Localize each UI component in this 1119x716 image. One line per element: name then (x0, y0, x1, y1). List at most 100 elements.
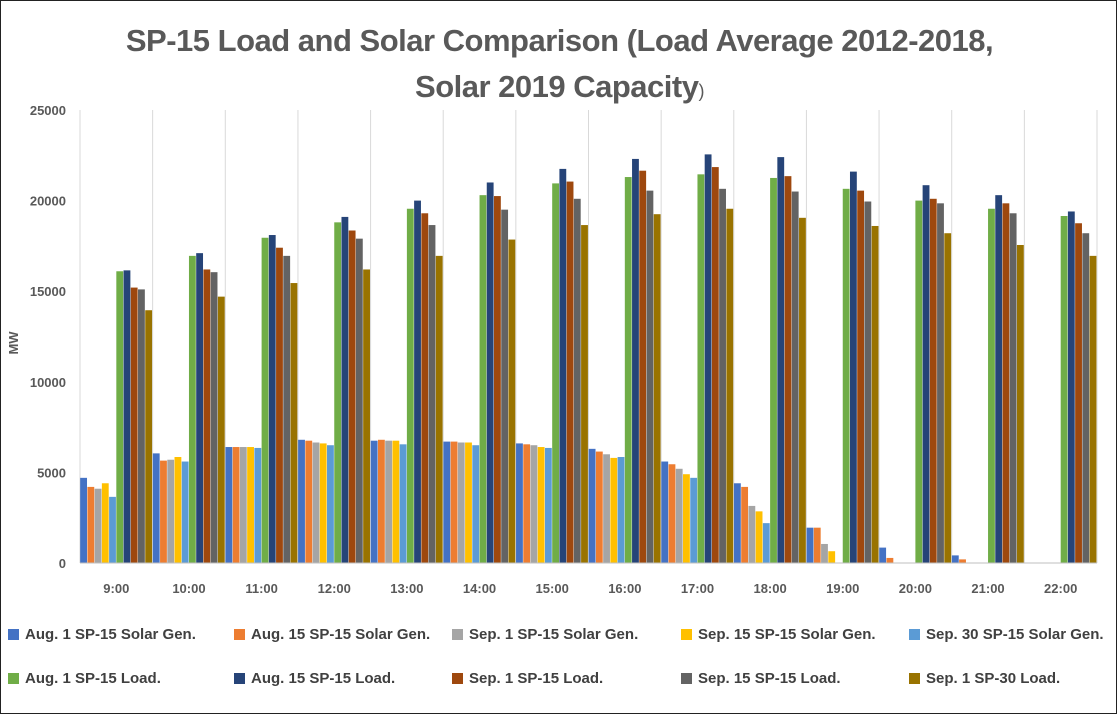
legend-item: Sep. 1 SP-15 Solar Gen. (452, 622, 638, 646)
bar (457, 442, 465, 563)
bar (210, 272, 218, 563)
bar (472, 445, 480, 563)
legend-label: Sep. 15 SP-15 Load. (698, 669, 841, 687)
chart-title-closing-paren: ) (698, 81, 704, 101)
bar (864, 201, 872, 563)
x-tick-label: 14:00 (463, 581, 496, 596)
bar (109, 496, 116, 563)
legend-item: Aug. 15 SP-15 Solar Gen. (234, 622, 430, 646)
bar (661, 461, 669, 563)
bar (879, 547, 887, 563)
bar (181, 461, 189, 563)
bar (428, 225, 436, 563)
bar (552, 183, 560, 563)
bar (1009, 213, 1017, 563)
bar (450, 441, 458, 563)
x-tick-label: 18:00 (753, 581, 786, 596)
bar (791, 191, 799, 564)
bar (675, 468, 683, 563)
bar (690, 477, 698, 563)
bar (138, 289, 145, 563)
grid-layer (79, 110, 1098, 563)
bar (544, 447, 552, 563)
bar (116, 271, 124, 563)
bar (348, 230, 356, 563)
bar (94, 488, 102, 563)
legend-swatch (8, 628, 19, 640)
bar (719, 188, 726, 563)
legend-swatch (909, 672, 920, 684)
y-axis-label: MW (6, 331, 21, 355)
y-tick-label: 10000 (30, 375, 66, 390)
bar (683, 474, 690, 563)
bar (784, 176, 792, 563)
bar (392, 440, 400, 563)
bar (239, 447, 247, 563)
bar (399, 444, 407, 563)
bar (988, 208, 995, 563)
bar (341, 216, 349, 563)
x-tick-label: 21:00 (971, 581, 1004, 596)
bar (806, 527, 814, 563)
bar (777, 157, 785, 564)
bar (748, 505, 756, 563)
bar (1082, 233, 1090, 563)
bar (217, 296, 225, 563)
bar (922, 185, 930, 563)
legend-swatch (681, 672, 692, 684)
chart-title-line2: Solar 2019 Capacity) (0, 64, 1119, 114)
bar (530, 445, 538, 563)
bar (493, 196, 501, 563)
legend-label: Sep. 1 SP-15 Load. (469, 669, 604, 687)
x-tick-label: 9:00 (103, 581, 129, 596)
bar (290, 283, 298, 563)
bar (305, 440, 313, 563)
bar (849, 171, 857, 564)
bar (646, 190, 654, 563)
chart-title: SP-15 Load and Solar Comparison (Load Av… (0, 18, 1119, 114)
bar (624, 177, 632, 564)
bar (486, 182, 494, 564)
legend-swatch (681, 628, 692, 640)
bar (959, 559, 966, 563)
bar (1016, 244, 1024, 564)
bar (929, 198, 937, 564)
bar (857, 190, 865, 563)
bar (101, 483, 109, 563)
bar (377, 439, 385, 563)
x-tick-label: 20:00 (899, 581, 932, 596)
bar (617, 457, 625, 563)
y-tick-label: 5000 (37, 465, 66, 480)
legend-swatch (8, 672, 19, 684)
bars-layer (80, 154, 1097, 564)
legend-label: Aug. 1 SP-15 Load. (25, 669, 161, 687)
bar (668, 464, 676, 563)
bar (327, 445, 334, 563)
legend-item: Sep. 15 SP-15 Solar Gen. (681, 622, 876, 646)
bar (828, 551, 836, 563)
bar (944, 233, 952, 563)
bar (283, 255, 291, 563)
bar (595, 451, 603, 563)
x-tick-label: 13:00 (390, 581, 423, 596)
bar (385, 440, 393, 563)
bar (741, 486, 749, 563)
bar (588, 448, 596, 563)
bar (414, 200, 421, 563)
bar (762, 523, 770, 563)
bar (537, 447, 545, 563)
x-tick-label: 10:00 (172, 581, 205, 596)
legend-label: Sep. 1 SP-30 Load. (926, 669, 1061, 687)
legend-item: Sep. 30 SP-15 Solar Gen. (909, 622, 1104, 646)
y-tick-label: 0 (59, 556, 66, 571)
y-tick-label: 15000 (30, 284, 66, 299)
bar (610, 457, 618, 563)
bar (145, 310, 153, 563)
bar (951, 555, 959, 563)
bar (268, 235, 276, 563)
bar (581, 225, 588, 563)
bar (406, 208, 414, 563)
bar (711, 167, 719, 563)
axis-layer: 0 5000 10000 15000 20000 25000 9:00 10:00 11:00 1… (30, 103, 1097, 596)
